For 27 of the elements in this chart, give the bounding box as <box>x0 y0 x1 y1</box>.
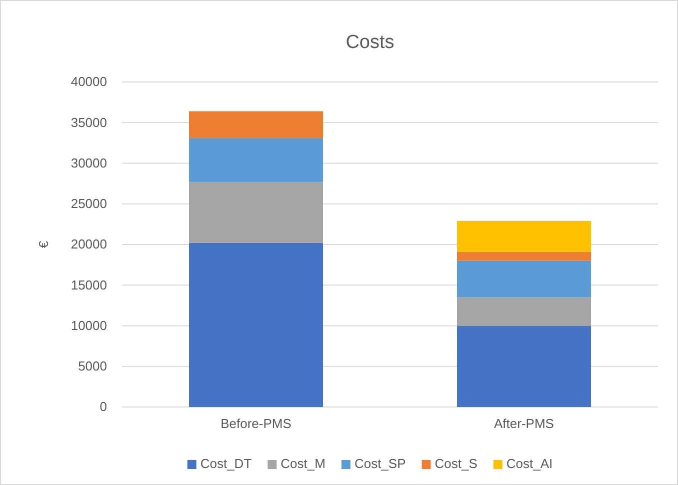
legend-label: Cost_DT <box>200 456 252 471</box>
x-tick-label: After-PMS <box>494 416 554 432</box>
y-tick-label: 30000 <box>70 155 107 170</box>
bar <box>457 260 591 298</box>
bar <box>189 182 323 243</box>
y-tick-label: 25000 <box>70 196 107 212</box>
x-tick-label: Before-PMS <box>220 416 292 432</box>
legend-label: Cost_AI <box>506 456 553 471</box>
y-tick-label: 35000 <box>70 114 107 130</box>
legend-label: Cost_S <box>434 456 478 471</box>
y-tick-label: 5000 <box>78 358 107 374</box>
bar <box>457 220 591 252</box>
y-tick-label: 20000 <box>70 236 107 252</box>
y-tick-label: 40000 <box>70 74 107 90</box>
bar <box>457 252 591 261</box>
bar <box>457 297 591 326</box>
chart-title: Costs <box>346 32 394 53</box>
y-axis-title: € <box>36 240 51 248</box>
bar <box>189 138 323 182</box>
legend-label: Cost_M <box>280 456 326 471</box>
bar <box>457 326 591 407</box>
bar <box>189 242 323 407</box>
y-tick-label: 15000 <box>70 277 107 292</box>
bar <box>189 111 323 138</box>
y-tick-label: 0 <box>100 399 107 414</box>
y-tick-label: 10000 <box>70 318 107 333</box>
legend-label: Cost_SP <box>354 456 406 471</box>
